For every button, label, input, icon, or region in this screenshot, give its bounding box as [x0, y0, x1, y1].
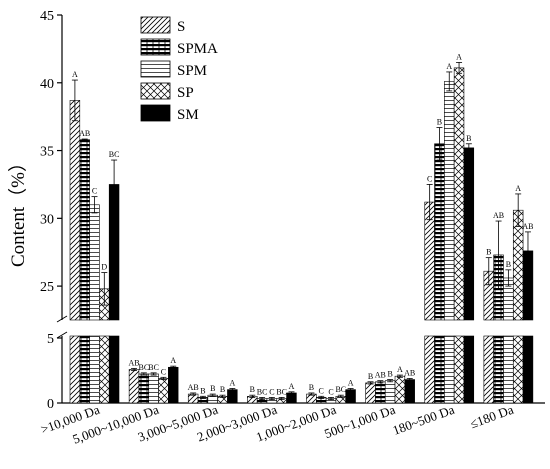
bar — [453, 67, 465, 321]
legend-swatch — [140, 60, 171, 78]
bar — [463, 147, 475, 321]
bar — [345, 389, 356, 404]
bar-lower — [444, 335, 455, 404]
legend-label: S — [177, 19, 185, 35]
y-tick-label: 0 — [47, 397, 54, 412]
y-ticks: 0 5 25 30 35 40 45 — [40, 9, 62, 412]
y-tick-label: 40 — [40, 77, 54, 92]
legend-label: SM — [177, 107, 199, 123]
bar — [148, 373, 159, 404]
bar — [434, 143, 445, 321]
data-label: C — [269, 387, 274, 396]
y-tick-label: 25 — [40, 280, 54, 295]
data-label: B — [506, 260, 511, 269]
bar-lower — [512, 335, 524, 404]
data-label: D — [101, 263, 107, 272]
x-tick-label: 180~500 Da — [391, 402, 457, 438]
bar-lower — [89, 335, 100, 404]
data-label: B — [210, 384, 215, 393]
bar — [444, 81, 455, 321]
data-label: AB — [79, 129, 90, 138]
bar-lower — [522, 335, 534, 404]
data-label: BC — [257, 387, 268, 396]
legend-swatch — [140, 16, 171, 34]
data-label: A — [289, 382, 295, 391]
data-label: B — [309, 383, 314, 392]
bar — [365, 382, 376, 404]
legend: S SPMA SPM SP SM — [140, 16, 218, 123]
legend-label: SP — [177, 85, 194, 101]
bar — [384, 380, 396, 404]
data-label: AB — [375, 371, 386, 380]
data-label: B — [368, 372, 373, 381]
bar-lower — [79, 335, 90, 404]
bar — [168, 366, 179, 404]
x-tick-label: ≤180 Da — [468, 402, 516, 432]
legend-swatch — [140, 38, 171, 56]
data-label: BC — [138, 363, 149, 372]
legend-swatch — [140, 104, 171, 122]
y-tick-label: 5 — [47, 332, 54, 347]
data-label: B — [486, 248, 491, 257]
x-tick-labels: >10,000 Da5,000~10,000 Da3,000~5,000 Da2… — [39, 402, 516, 447]
data-label: B — [466, 134, 471, 143]
y-tick-label: 35 — [40, 145, 54, 160]
data-label: BC — [148, 363, 159, 372]
bar — [128, 369, 140, 404]
data-label: BC — [109, 150, 120, 159]
data-label: A — [515, 184, 521, 193]
data-label: A — [72, 70, 78, 79]
data-label: B — [220, 385, 225, 394]
bar-lower — [424, 335, 435, 404]
legend-swatch — [140, 82, 171, 100]
bar-lower — [99, 335, 110, 404]
bar — [79, 139, 90, 321]
legend-label: SPM — [177, 63, 207, 79]
axis-break-marks — [56, 315, 68, 339]
y-tick-label: 45 — [40, 9, 54, 24]
legend-label: SPMA — [177, 41, 218, 57]
bar — [375, 381, 386, 404]
bar-lower — [69, 335, 81, 404]
bar — [404, 379, 415, 404]
data-label: A — [456, 52, 462, 61]
data-label: B — [250, 385, 255, 394]
bar — [138, 373, 150, 404]
bar — [89, 204, 100, 321]
bar-lower — [108, 335, 120, 404]
data-label: B — [437, 118, 442, 127]
bar — [227, 389, 238, 404]
data-label: A — [229, 378, 235, 387]
data-label: B — [200, 386, 205, 395]
bar — [158, 378, 169, 404]
data-label: C — [319, 386, 324, 395]
bar-lower — [434, 335, 445, 404]
data-label: C — [427, 174, 432, 183]
bar-lower — [463, 335, 475, 404]
data-label: AB — [493, 211, 504, 220]
data-label: AB — [188, 383, 199, 392]
bar — [394, 375, 406, 404]
bar-lower — [483, 335, 494, 404]
data-label: B — [387, 370, 392, 379]
bar-lower — [493, 335, 504, 404]
y-tick-label: 30 — [40, 212, 54, 227]
data-label: AB — [522, 222, 533, 231]
data-label: BC — [335, 385, 346, 394]
data-label: A — [446, 62, 452, 71]
y-axis-label: Content（%） — [7, 153, 29, 267]
data-label: A — [170, 356, 176, 365]
data-label: AB — [404, 368, 415, 377]
bar-lower — [453, 335, 465, 404]
data-label: C — [92, 187, 97, 196]
data-label: AB — [128, 358, 139, 367]
data-label: BC — [276, 387, 287, 396]
data-label: C — [161, 367, 166, 376]
data-label: A — [397, 365, 403, 374]
data-label: A — [348, 378, 354, 387]
data-label: C — [328, 387, 333, 396]
bar-lower — [503, 335, 514, 404]
